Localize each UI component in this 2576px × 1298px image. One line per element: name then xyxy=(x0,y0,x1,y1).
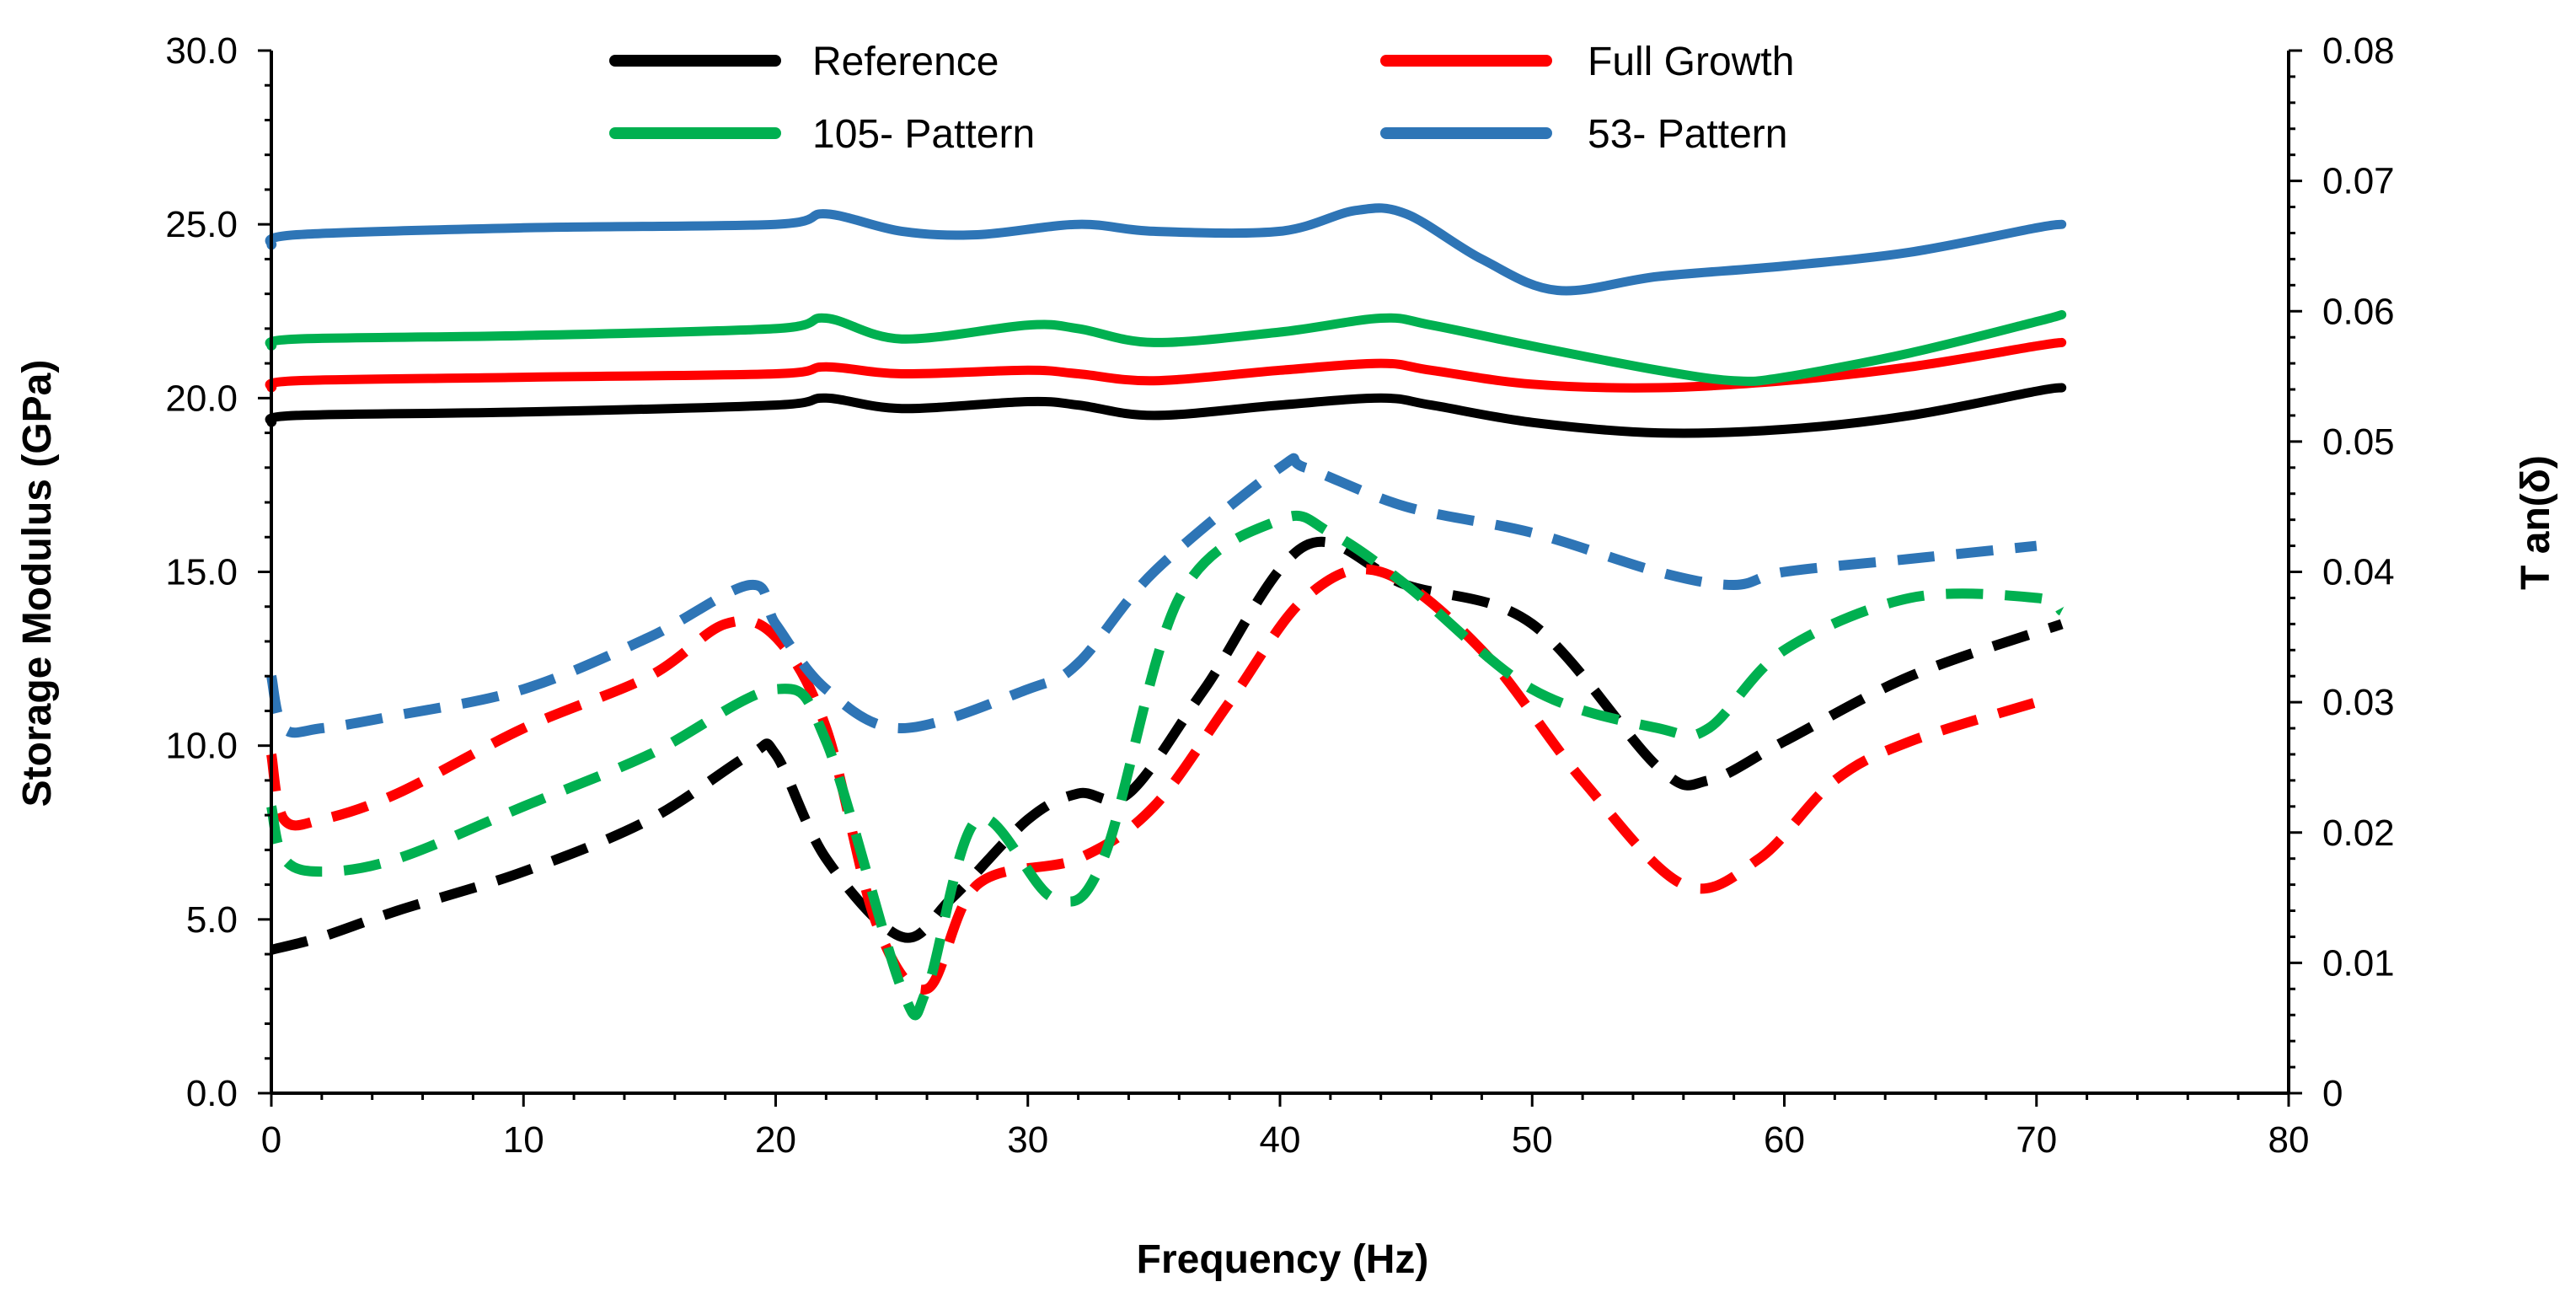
y-tick-label: 10.0 xyxy=(165,726,238,767)
tan-delta-line-105-pattern xyxy=(266,510,2065,1021)
legend: Reference Full Growth 105- Pattern 53- Patt… xyxy=(609,40,1794,157)
y2-tick-label: 0.01 xyxy=(2322,942,2395,984)
storage-modulus-line-reference xyxy=(265,383,2067,438)
legend-label-105-pattern: 105- Pattern xyxy=(812,112,1035,157)
y-tick-label: 20.0 xyxy=(165,378,238,419)
x-axis-title: Frequency (Hz) xyxy=(1137,1237,1429,1282)
y-tick-label: 15.0 xyxy=(165,552,238,593)
legend-label-reference: Reference xyxy=(812,40,999,84)
x-tick-label: 50 xyxy=(1512,1119,1553,1161)
x-tick-label: 40 xyxy=(1260,1119,1301,1161)
x-tick-label: 0 xyxy=(261,1119,281,1161)
legend-label-53-pattern: 53- Pattern xyxy=(1588,112,1787,157)
tan-delta-line-53-pattern xyxy=(266,453,2038,738)
y-tick-label: 25.0 xyxy=(165,204,238,245)
y2-tick-label: 0.07 xyxy=(2322,161,2395,202)
y2-tick-label: 0.05 xyxy=(2322,421,2395,463)
series-layer xyxy=(265,203,2067,1021)
x-tick-label: 60 xyxy=(1764,1119,1805,1161)
y2-tick-label: 0.06 xyxy=(2322,291,2395,332)
y-tick-label: 5.0 xyxy=(186,899,238,941)
x-tick-label: 80 xyxy=(2268,1119,2310,1161)
y2-tick-label: 0 xyxy=(2322,1073,2343,1114)
x-tick-label: 20 xyxy=(755,1119,796,1161)
y2-tick-label: 0.02 xyxy=(2322,813,2395,854)
y2-tick-label: 0.08 xyxy=(2322,30,2395,72)
y-axis-title: Storage Modulus (GPa) xyxy=(15,360,60,807)
y2-axis-title: T an(δ) xyxy=(2514,455,2558,590)
storage-modulus-line-53-pattern xyxy=(265,203,2067,296)
storage-modulus-line-105-pattern xyxy=(265,309,2067,386)
y-tick-label: 30.0 xyxy=(165,30,238,72)
x-tick-label: 70 xyxy=(2016,1119,2057,1161)
y2-tick-label: 0.03 xyxy=(2322,682,2395,723)
tan-delta-line-full-growth xyxy=(266,564,2038,995)
axes-layer: 0.0 5.0 10.0 15.0 20.0 25.0 30.0 0 0.01 0.02 0.03 0… xyxy=(165,30,2394,1161)
y2-tick-label: 0.04 xyxy=(2322,552,2395,593)
legend-label-full-growth: Full Growth xyxy=(1588,40,1794,84)
tan-delta-line-reference xyxy=(270,536,2064,955)
x-tick-label: 10 xyxy=(503,1119,544,1161)
y-tick-label: 0.0 xyxy=(186,1073,238,1114)
x-tick-label: 30 xyxy=(1007,1119,1048,1161)
